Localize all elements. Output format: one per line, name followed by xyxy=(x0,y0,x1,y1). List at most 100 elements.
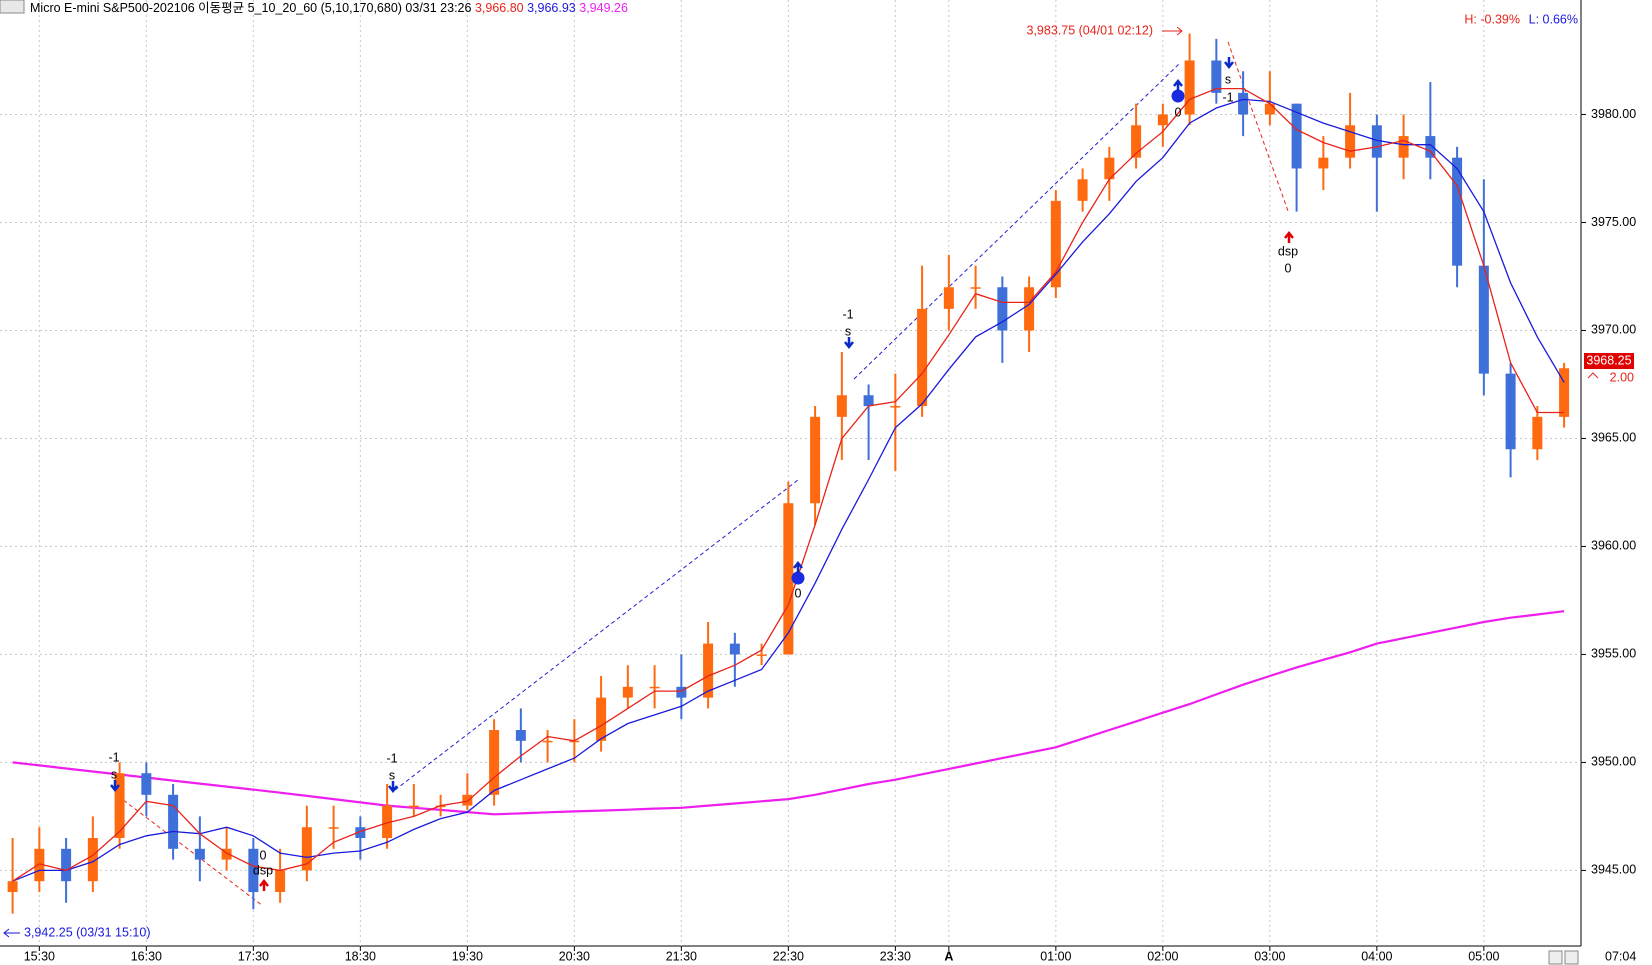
candle-body xyxy=(1532,416,1543,450)
candle-body xyxy=(1050,200,1061,288)
signal-label: dsp xyxy=(1278,244,1298,258)
signal-label: 0 xyxy=(1285,261,1292,275)
zoom-button[interactable] xyxy=(1564,950,1579,965)
candle-body xyxy=(676,686,687,698)
x-tick-label: 20:30 xyxy=(559,949,590,963)
candle-body xyxy=(1559,368,1570,417)
candle-body xyxy=(7,881,18,893)
last-change-arrow xyxy=(1587,372,1599,379)
current-time: 07:04 xyxy=(1605,949,1636,963)
ma-line xyxy=(12,87,1565,882)
candle-body xyxy=(1425,136,1436,158)
signal-circle xyxy=(791,571,805,585)
signal-label: -1 xyxy=(386,751,397,765)
candle-body xyxy=(141,773,152,795)
candle-body xyxy=(810,416,821,504)
signal-arrow xyxy=(844,337,854,350)
y-tick-label: 3975.00 xyxy=(1591,215,1636,229)
signal-label: 0 xyxy=(1175,105,1182,119)
low-change: L: 0.66% xyxy=(1529,12,1578,26)
candle-body xyxy=(382,805,393,839)
pan-button[interactable] xyxy=(1548,950,1563,965)
x-tick-label: 15:30 xyxy=(24,949,55,963)
signal-arrow xyxy=(1284,230,1294,243)
x-tick-label: 04:00 xyxy=(1361,949,1392,963)
signal-arrow xyxy=(1173,78,1183,91)
low-label: 3,942.25 (03/31 15:10) xyxy=(24,925,151,939)
candle-body xyxy=(248,848,259,893)
candle-body xyxy=(970,287,981,289)
x-tick-label: 19:30 xyxy=(452,949,483,963)
candle-body xyxy=(462,794,473,806)
y-tick-label: 3960.00 xyxy=(1591,539,1636,553)
candle-body xyxy=(168,794,179,849)
x-tick-label: A xyxy=(944,949,953,963)
signal-label: s xyxy=(1225,72,1231,86)
candle-body xyxy=(1478,265,1489,374)
legend-value: 3,966.93 xyxy=(527,1,576,15)
high-label: 3,983.75 (04/01 02:12) xyxy=(1027,23,1154,37)
candle-body xyxy=(836,395,847,417)
candle-body xyxy=(649,686,660,689)
candle-body xyxy=(515,730,526,741)
candle-body xyxy=(1131,125,1142,158)
candle-body xyxy=(1184,60,1195,115)
signal-label: s xyxy=(111,767,117,781)
candle-body xyxy=(1371,125,1382,158)
trade-lines xyxy=(117,41,1289,907)
candle-body xyxy=(890,406,901,408)
candle-body xyxy=(703,643,714,698)
x-tick-label: 05:00 xyxy=(1468,949,1499,963)
signal-arrow xyxy=(388,781,398,794)
signal-arrow xyxy=(1224,57,1234,70)
candle-body xyxy=(542,740,553,743)
signal-label: -1 xyxy=(842,307,853,321)
candle-body xyxy=(1238,92,1249,115)
x-tick-label: 02:00 xyxy=(1147,949,1178,963)
y-tick-label: 3945.00 xyxy=(1591,863,1636,877)
trade-line xyxy=(117,795,264,907)
high-arrow xyxy=(1162,26,1183,36)
y-tick-label: 3955.00 xyxy=(1591,647,1636,661)
x-tick-label: 18:30 xyxy=(345,949,376,963)
candle-body xyxy=(783,503,794,655)
ma-line xyxy=(12,98,1565,882)
signal-arrow xyxy=(793,560,803,573)
candle-body xyxy=(328,827,339,829)
chart-title: Micro E-mini S&P500-202106 이동평균 5_10_20_… xyxy=(30,1,317,15)
legend-value: 3,966.80 xyxy=(475,1,524,15)
candle-body xyxy=(1505,373,1516,450)
y-tick-label: 3970.00 xyxy=(1591,323,1636,337)
signal-label: -1 xyxy=(108,750,119,764)
trade-line xyxy=(394,479,799,791)
candle-body xyxy=(943,287,954,309)
ma-line xyxy=(12,610,1565,816)
candle-body xyxy=(87,838,98,882)
x-tick-label: 17:30 xyxy=(238,949,269,963)
x-tick-label: 01:00 xyxy=(1040,949,1071,963)
candle-body xyxy=(997,287,1008,331)
candle-body xyxy=(194,848,205,860)
candle-body xyxy=(917,308,928,407)
signal-label: dsp xyxy=(253,863,273,877)
candle-body xyxy=(622,686,633,698)
x-tick-label: 03:00 xyxy=(1254,949,1285,963)
y-tick-label: 3950.00 xyxy=(1591,755,1636,769)
signal-label: 0 xyxy=(260,848,267,862)
candle-body xyxy=(1398,136,1409,158)
candle-body xyxy=(1157,114,1168,126)
candle-body xyxy=(1264,103,1275,115)
candle-body xyxy=(408,805,419,808)
trade-line xyxy=(1227,41,1289,212)
last-change: 2.00 xyxy=(1610,370,1634,384)
candle-body xyxy=(1211,60,1222,93)
candle-body xyxy=(569,740,580,743)
last-price-box xyxy=(1584,353,1634,369)
y-tick-label: 3980.00 xyxy=(1591,107,1636,121)
signal-arrow xyxy=(259,878,269,891)
candle-body xyxy=(1104,157,1115,180)
chart-icon[interactable] xyxy=(0,0,25,14)
candle-body xyxy=(275,870,286,893)
candle-body xyxy=(114,773,125,839)
